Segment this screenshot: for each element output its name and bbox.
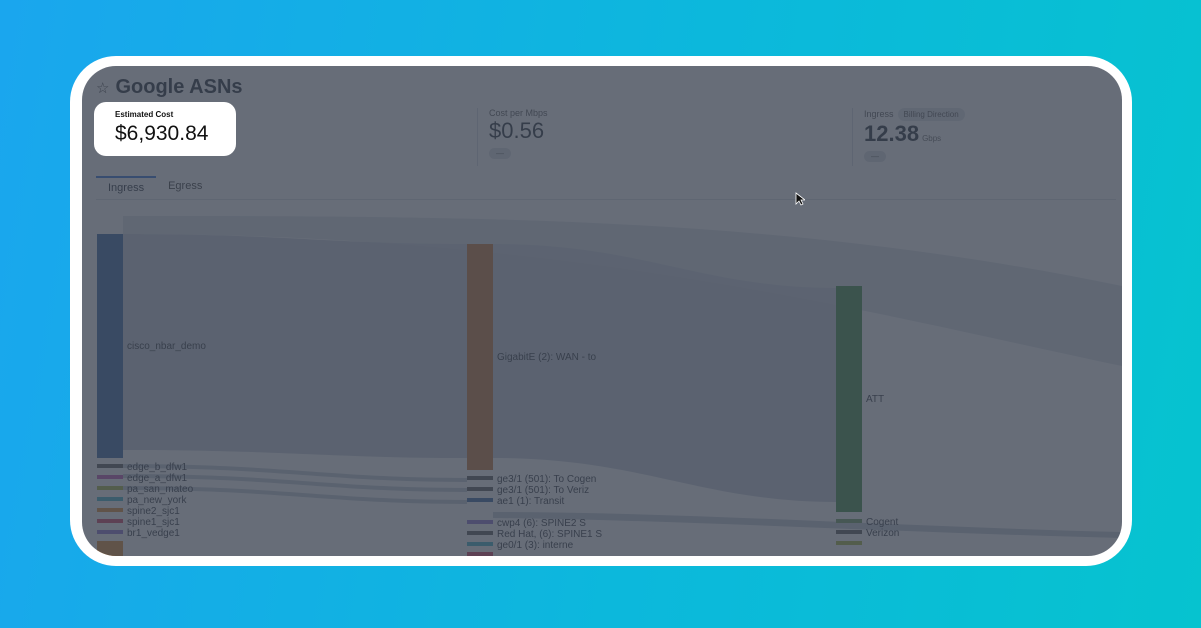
sankey-node-more[interactable]	[97, 541, 123, 556]
estimated-cost-highlight: Estimated Cost $6,930.84	[94, 102, 236, 156]
sankey-label-verizon: Verizon	[866, 528, 899, 539]
sankey-label-ge3-1-veriz: ge3/1 (501): To Veriz	[497, 485, 589, 496]
sankey-node-verizon[interactable]	[836, 530, 862, 534]
sankey-node-ge0-1-interne[interactable]	[467, 542, 493, 546]
app-screen: ☆ Google ASNs Estimated Cost $6,930.84 C…	[82, 66, 1122, 556]
metric-divider	[852, 108, 853, 166]
ingress-unit: Gbps	[922, 134, 942, 143]
ingress-label-text: Ingress	[864, 109, 894, 119]
estimated-cost-highlight-value: $6,930.84	[115, 122, 209, 145]
sankey-node-cwp4-spine2[interactable]	[467, 520, 493, 524]
sankey-label-pa-san-mateo: pa_san_mateo	[127, 484, 194, 495]
sankey-node-spine1-sjc1[interactable]	[97, 519, 123, 523]
estimated-cost-highlight-label: Estimated Cost	[115, 110, 174, 119]
cost-per-mbps-label: Cost per Mbps	[489, 108, 548, 118]
sankey-label-spine2-sjc1: spine2_sjc1	[127, 506, 180, 517]
sankey-label-pa-new-york: pa_new_york	[127, 495, 187, 506]
sankey-node-spine2-sjc1[interactable]	[97, 508, 123, 512]
sankey-label-spine1-sjc1: spine1_sjc1	[127, 517, 180, 528]
sankey-label-edge-a-dfw1: edge_a_dfw1	[127, 473, 187, 484]
sankey-node-cisco-nbar-demo[interactable]	[97, 234, 123, 458]
ingress-pill: —	[864, 151, 886, 162]
tab-ingress[interactable]: Ingress	[96, 176, 157, 200]
sankey-node-edge-a-dfw1[interactable]	[97, 475, 123, 479]
tab-bar: Ingress Egress	[96, 176, 214, 200]
sankey-label-att: ATT	[866, 394, 884, 405]
sankey-node-pa-new-york[interactable]	[97, 497, 123, 501]
sankey-node-pa-san-mateo[interactable]	[97, 486, 123, 490]
page-title: Google ASNs	[115, 76, 243, 98]
sankey-node-cogent[interactable]	[836, 519, 862, 523]
sankey-label-gigabite-wan: GigabitE (2): WAN - to	[497, 352, 597, 363]
sankey-node-ae1-transit[interactable]	[467, 498, 493, 502]
tab-egress[interactable]: Egress	[168, 180, 203, 192]
ingress-label: Ingress Billing Direction	[864, 108, 965, 121]
sankey-node-red-hat-spine1[interactable]	[467, 531, 493, 535]
sankey-diagram: cisco_nbar_demo edge_b_dfw1 edge_a_dfw1 …	[97, 216, 1122, 556]
ingress-metric: Ingress Billing Direction 12.38 Gbps —	[864, 108, 965, 162]
sankey-label-br1-vedge1: br1_vedge1	[127, 528, 180, 539]
cost-per-mbps-metric: Cost per Mbps $0.56 —	[489, 108, 548, 159]
sankey-node-more[interactable]	[836, 541, 862, 545]
ingress-value: 12.38	[864, 121, 920, 146]
cost-per-mbps-value: $0.56	[489, 118, 545, 143]
sankey-node-br1-vedge1[interactable]	[97, 530, 123, 534]
sankey-label-cogent: Cogent	[866, 517, 898, 528]
sankey-node-ge3-1-veriz[interactable]	[467, 487, 493, 491]
tab-underline	[96, 199, 1116, 200]
sankey-label-edge-b-dfw1: edge_b_dfw1	[127, 462, 187, 473]
sankey-label-red-hat-spine1: Red Hat, (6): SPINE1 S	[497, 529, 602, 540]
mouse-cursor-icon	[795, 192, 805, 206]
sankey-node-edge-b-dfw1[interactable]	[97, 464, 123, 468]
sankey-node-gigabite-wan[interactable]	[467, 244, 493, 470]
sankey-label-ge0-1-interne: ge0/1 (3): interne	[497, 540, 574, 551]
sankey-node-ge3-1-cogen[interactable]	[467, 476, 493, 480]
sankey-label-ge3-1-cogen: ge3/1 (501): To Cogen	[497, 474, 596, 485]
cost-per-mbps-pill: —	[489, 148, 511, 159]
sankey-node-more[interactable]	[467, 552, 493, 556]
sankey-label-ae1-transit: ae1 (1): Transit	[497, 496, 564, 507]
sankey-label-cwp4-spine2: cwp4 (6): SPINE2 S	[497, 518, 586, 529]
star-icon[interactable]: ☆	[96, 79, 110, 97]
billing-direction-chip[interactable]: Billing Direction	[897, 108, 965, 121]
title-row: ☆ Google ASNs	[96, 76, 243, 99]
metric-divider	[477, 108, 478, 166]
sankey-label-cisco-nbar-demo: cisco_nbar_demo	[127, 341, 206, 352]
sankey-node-att[interactable]	[836, 286, 862, 512]
